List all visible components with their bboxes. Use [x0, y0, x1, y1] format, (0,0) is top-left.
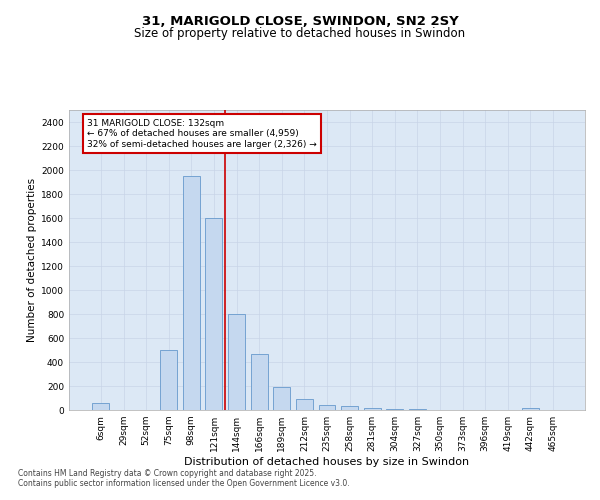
Bar — [228, 314, 245, 410]
Bar — [319, 404, 335, 410]
X-axis label: Distribution of detached houses by size in Swindon: Distribution of detached houses by size … — [184, 457, 470, 467]
Bar — [160, 350, 177, 410]
Text: Contains HM Land Registry data © Crown copyright and database right 2025.: Contains HM Land Registry data © Crown c… — [18, 468, 317, 477]
Bar — [522, 408, 539, 410]
Bar — [251, 354, 268, 410]
Text: Contains public sector information licensed under the Open Government Licence v3: Contains public sector information licen… — [18, 478, 350, 488]
Text: 31 MARIGOLD CLOSE: 132sqm
← 67% of detached houses are smaller (4,959)
32% of se: 31 MARIGOLD CLOSE: 132sqm ← 67% of detac… — [87, 119, 317, 149]
Bar — [341, 406, 358, 410]
Text: Size of property relative to detached houses in Swindon: Size of property relative to detached ho… — [134, 28, 466, 40]
Bar — [205, 218, 223, 410]
Bar — [386, 409, 403, 410]
Bar — [92, 404, 109, 410]
Y-axis label: Number of detached properties: Number of detached properties — [27, 178, 37, 342]
Bar — [183, 176, 200, 410]
Bar — [296, 399, 313, 410]
Bar — [274, 387, 290, 410]
Text: 31, MARIGOLD CLOSE, SWINDON, SN2 2SY: 31, MARIGOLD CLOSE, SWINDON, SN2 2SY — [142, 15, 458, 28]
Bar — [364, 408, 380, 410]
